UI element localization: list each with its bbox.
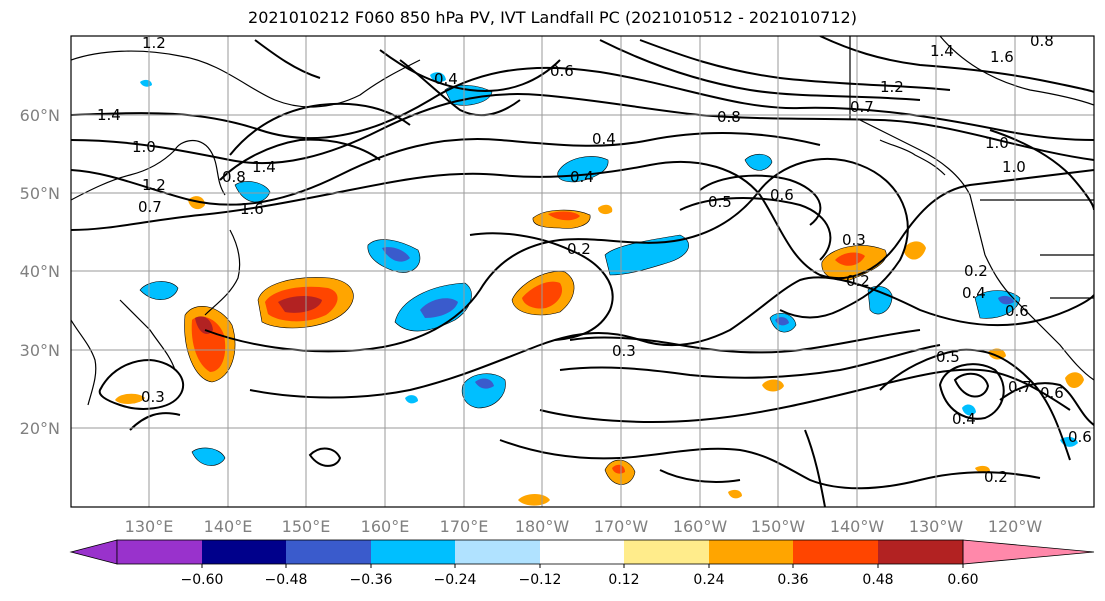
contour-label: 1.2 — [142, 34, 166, 52]
contour-label: 0.4 — [962, 284, 986, 302]
colorbar-tick-label: −0.12 — [519, 572, 562, 588]
map-title: 2021010212 F060 850 hPa PV, IVT Landfall… — [248, 8, 857, 27]
lon-label: 140°W — [830, 517, 885, 536]
contour-label: 0.8 — [222, 168, 246, 186]
contour-label: 0.5 — [936, 348, 960, 366]
colorbar-segment — [624, 540, 709, 564]
contour-label: 0.2 — [846, 272, 870, 290]
lat-label: 60°N — [20, 106, 60, 125]
contour-label: 0.6 — [550, 62, 574, 80]
lon-label: 130°W — [909, 517, 964, 536]
lon-label: 160°E — [361, 517, 410, 536]
contour-label: 0.6 — [1068, 428, 1092, 446]
lat-label: 50°N — [20, 184, 60, 203]
lon-label: 170°W — [594, 517, 649, 536]
lon-label: 130°E — [125, 517, 174, 536]
contour-label: 0.2 — [984, 468, 1008, 486]
contour-label: 1.4 — [252, 158, 276, 176]
contour-label: 0.4 — [570, 168, 594, 186]
contour-label: 1.0 — [985, 134, 1009, 152]
contour-label: 0.3 — [842, 231, 866, 249]
colorbar-tick-label: 0.48 — [862, 572, 893, 588]
contour-labels: 1.2 1.4 1.0 1.2 0.8 0.7 0.6 0.4 0.4 0.4 … — [97, 32, 1092, 486]
colorbar-segment — [793, 540, 878, 564]
pv-contours — [71, 36, 1094, 507]
lat-label: 20°N — [20, 419, 60, 438]
colorbar-tick-label: 0.36 — [777, 572, 808, 588]
contour-label: 1.2 — [880, 78, 904, 96]
lon-label: 150°W — [751, 517, 806, 536]
contour-label: 0.4 — [434, 70, 458, 88]
contour-label: 0.5 — [708, 193, 732, 211]
lon-label: 140°E — [204, 517, 253, 536]
colorbar-extend-high — [962, 539, 1095, 565]
colorbar-tick-label: 0.24 — [693, 572, 724, 588]
lon-label: 150°E — [282, 517, 331, 536]
contour-label: 0.2 — [567, 240, 591, 258]
contour-label: 1.0 — [1002, 158, 1026, 176]
contour-label: 0.2 — [964, 262, 988, 280]
contour-label: 0.8 — [717, 108, 741, 126]
colorbar-segment — [286, 540, 371, 564]
colorbar-tick-labels: −0.60 −0.48 −0.36 −0.24 −0.12 0.12 0.24 … — [181, 572, 979, 588]
colorbar-segment — [117, 540, 202, 564]
contour-label: 0.8 — [1030, 32, 1054, 50]
contour-label: 0.6 — [1040, 384, 1064, 402]
contour-label: 0.3 — [612, 342, 636, 360]
colorbar-tick-label: 0.12 — [608, 572, 639, 588]
colorbar-tick-label: 0.60 — [947, 572, 978, 588]
colorbar: −0.60 −0.48 −0.36 −0.24 −0.12 0.12 0.24 … — [69, 539, 1095, 588]
lat-label: 30°N — [20, 341, 60, 360]
map-border — [70, 35, 1095, 508]
contour-label: 1.2 — [142, 176, 166, 194]
lon-label: 180°W — [515, 517, 570, 536]
lat-label: 40°N — [20, 262, 60, 281]
colorbar-tick-marks — [201, 564, 964, 568]
colorbar-tick-label: −0.24 — [434, 572, 477, 588]
contour-label: 0.3 — [141, 388, 165, 406]
contour-label: 1.6 — [990, 48, 1014, 66]
colorbar-segment — [878, 540, 963, 564]
lon-label: 160°W — [673, 517, 728, 536]
contour-label: 0.6 — [770, 186, 794, 204]
contour-label: 1.6 — [240, 200, 264, 218]
lon-label: 120°W — [988, 517, 1043, 536]
contour-label: 0.7 — [138, 198, 162, 216]
colorbar-segment — [709, 540, 794, 564]
contour-label: 1.0 — [132, 138, 156, 156]
colorbar-segment — [455, 540, 540, 564]
colorbar-segment — [540, 540, 625, 564]
longitude-labels: 130°E 140°E 150°E 160°E 170°E 180°W 170°… — [125, 517, 1043, 536]
contour-label: 1.4 — [97, 106, 121, 124]
colorbar-tick-label: −0.48 — [265, 572, 308, 588]
contour-label: 0.6 — [1005, 302, 1029, 320]
colorbar-extend-low — [69, 539, 118, 565]
colorbar-tick-label: −0.60 — [181, 572, 224, 588]
lon-label: 170°E — [440, 517, 489, 536]
contour-label: 0.7 — [850, 98, 874, 116]
colorbar-segment — [202, 540, 287, 564]
latitude-labels: 60°N 50°N 40°N 30°N 20°N — [20, 106, 60, 438]
contour-label: 0.4 — [592, 130, 616, 148]
colorbar-tick-label: −0.36 — [350, 572, 393, 588]
contour-label: 0.4 — [952, 410, 976, 428]
graticule — [71, 36, 1094, 507]
contour-label: 0.7 — [1008, 378, 1032, 396]
contour-label: 1.4 — [930, 42, 954, 60]
colorbar-segment — [371, 540, 456, 564]
